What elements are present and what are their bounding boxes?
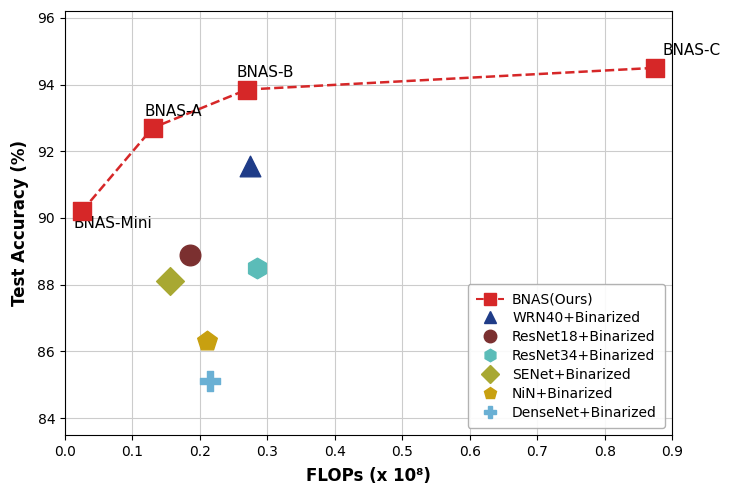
Point <box>184 250 195 258</box>
Point <box>244 162 256 170</box>
Point <box>76 207 88 215</box>
Text: BNAS-C: BNAS-C <box>662 44 720 59</box>
X-axis label: FLOPs (x 10⁸): FLOPs (x 10⁸) <box>306 467 431 485</box>
Point <box>649 64 661 72</box>
Legend: BNAS(Ours), WRN40+Binarized, ResNet18+Binarized, ResNet34+Binarized, SENet+Binar: BNAS(Ours), WRN40+Binarized, ResNet18+Bi… <box>468 284 665 428</box>
Point <box>164 277 176 285</box>
Text: BNAS-B: BNAS-B <box>237 65 294 80</box>
Text: BNAS-Mini: BNAS-Mini <box>74 216 152 231</box>
Point <box>201 337 212 345</box>
Y-axis label: Test Accuracy (%): Test Accuracy (%) <box>11 140 29 306</box>
Point <box>147 124 159 132</box>
Point <box>204 377 216 385</box>
Point <box>242 85 253 93</box>
Point <box>251 264 263 272</box>
Text: BNAS-A: BNAS-A <box>144 104 202 119</box>
